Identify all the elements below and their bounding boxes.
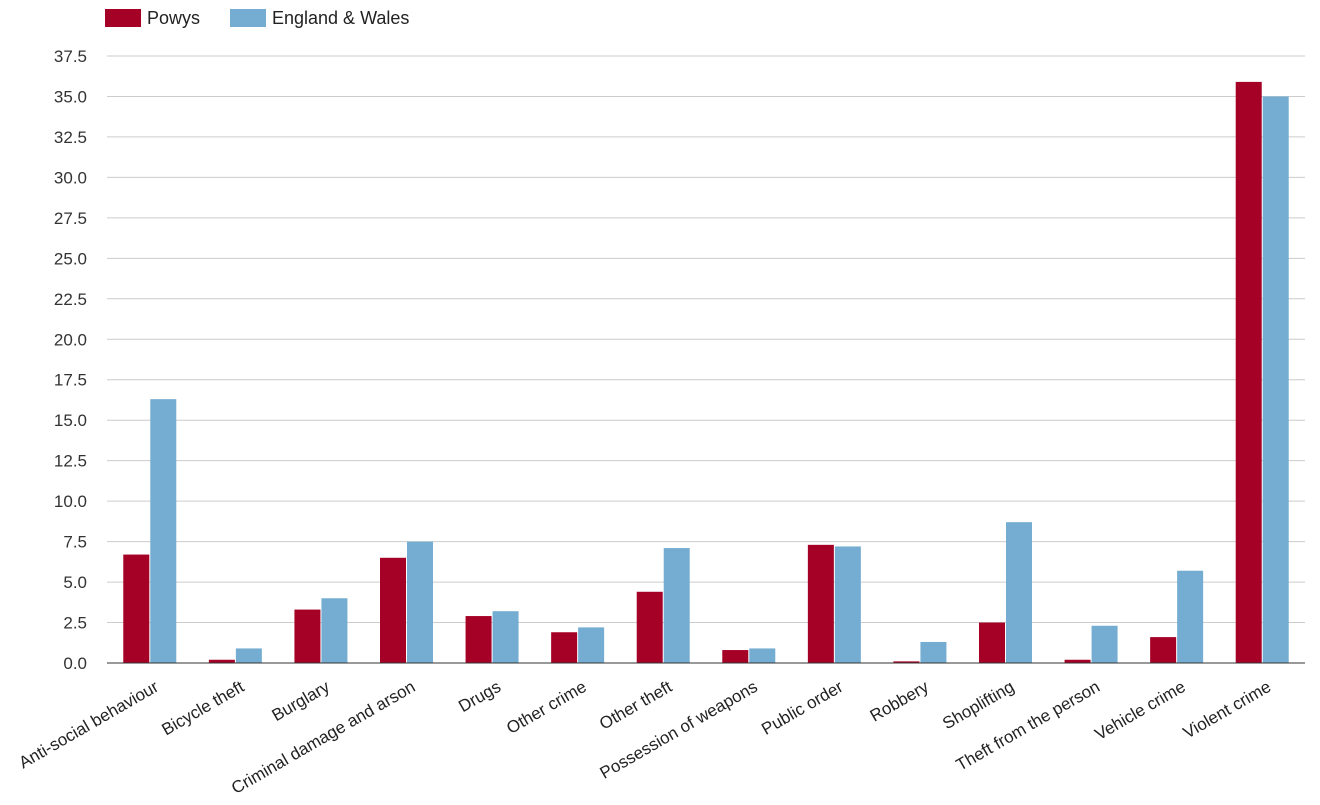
bar [920,641,947,663]
x-tick-label: Vehicle crime [1092,677,1189,744]
bar [407,541,433,663]
y-tick-label: 32.5 [54,128,87,147]
x-tick-label: Robbery [867,677,933,726]
x-tick-label: Other crime [503,677,589,738]
bar [893,661,920,663]
legend-swatch-1 [230,9,266,27]
bar [749,648,776,663]
y-tick-label: 5.0 [63,573,87,592]
x-tick-label: Violent crime [1180,677,1274,742]
x-tick-label: Bicycle theft [158,677,247,739]
bar [722,650,749,663]
bar [380,557,406,663]
bar [578,627,605,663]
y-tick-label: 27.5 [54,209,87,228]
y-axis-ticks: 0.0 2.5 5.0 7.5 10.0 12.5 15.0 17.5 20.0 22.5 25.0… [54,47,87,673]
y-tick-label: 12.5 [54,452,87,471]
bar [636,591,663,663]
y-tick-label: 37.5 [54,47,87,66]
y-tick-label: 10.0 [54,492,87,511]
bar [208,659,235,663]
y-tick-label: 25.0 [54,249,87,268]
y-tick-label: 35.0 [54,87,87,106]
y-tick-label: 0.0 [63,654,87,673]
bar [551,632,578,663]
bar [1091,625,1118,663]
bar [663,548,690,663]
bar [1150,637,1177,663]
bar [294,609,321,663]
bar [834,546,861,663]
bar [235,648,262,663]
x-tick-label: Other theft [596,677,675,734]
x-tick-label: Drugs [455,677,504,716]
legend: Powys England & Wales [105,8,409,28]
legend-swatch-0 [105,9,141,27]
bar [1262,96,1289,663]
bar [1064,659,1091,663]
bar [465,616,492,663]
x-tick-label: Shoplifting [939,677,1017,733]
bar [321,598,348,663]
bars [123,81,1289,663]
y-tick-label: 17.5 [54,371,87,390]
bar [1235,81,1262,663]
y-tick-label: 15.0 [54,411,87,430]
x-tick-label: Burglary [269,677,334,725]
y-tick-label: 30.0 [54,168,87,187]
bar [1006,522,1032,663]
y-tick-label: 7.5 [63,533,87,552]
bar [979,622,1005,663]
y-tick-label: 20.0 [54,330,87,349]
x-tick-label: Public order [758,677,846,739]
bar [1177,570,1204,663]
x-tick-label: Theft from the person [953,677,1103,775]
y-tick-label: 22.5 [54,290,87,309]
legend-label-0: Powys [147,8,200,28]
x-tick-label: Anti-social behaviour [16,677,162,773]
bar [123,554,150,663]
legend-label-1: England & Wales [272,8,409,28]
bar [492,611,519,663]
bar [150,399,177,663]
bar [807,544,834,663]
y-tick-label: 2.5 [63,614,87,633]
gridlines [107,55,1305,624]
x-tick-label: Possession of weapons [597,677,761,783]
